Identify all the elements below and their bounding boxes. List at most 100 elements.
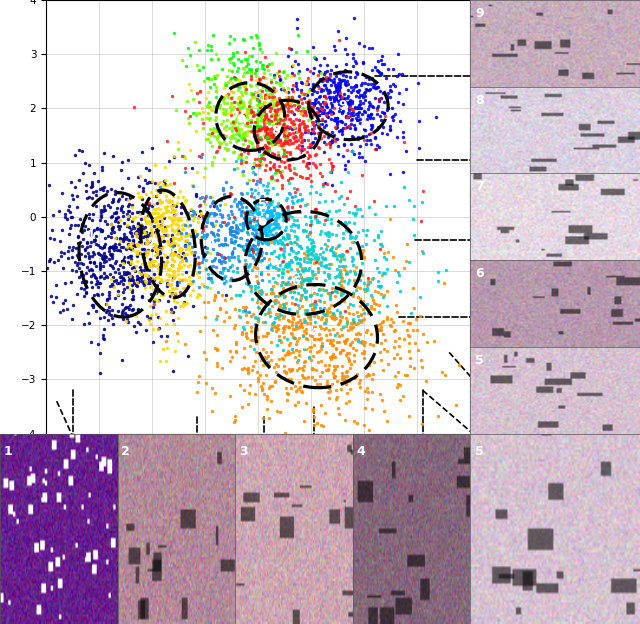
Point <box>173 265 183 275</box>
Point <box>310 213 320 223</box>
Point <box>257 215 267 225</box>
Point <box>84 253 95 263</box>
Point <box>291 145 301 155</box>
Point <box>340 338 350 348</box>
Point <box>272 340 282 350</box>
Point <box>233 98 243 108</box>
Point <box>134 273 144 283</box>
Point <box>247 265 257 275</box>
Point <box>262 125 272 135</box>
Point <box>246 80 256 90</box>
Point <box>136 259 147 269</box>
Point <box>321 108 332 118</box>
Point <box>356 310 366 320</box>
Point <box>161 319 171 329</box>
Point <box>149 270 159 280</box>
Point <box>195 272 205 282</box>
Point <box>286 117 296 127</box>
Point <box>244 388 254 397</box>
Point <box>158 184 168 194</box>
Point <box>243 121 253 131</box>
Point <box>262 132 273 142</box>
Point <box>251 30 261 40</box>
Point <box>282 92 292 102</box>
Point <box>339 75 349 85</box>
Point <box>225 75 235 85</box>
Point <box>272 115 282 125</box>
Point <box>306 181 316 191</box>
Point <box>157 220 167 230</box>
Point <box>111 207 121 217</box>
Point <box>265 212 275 222</box>
Point <box>348 85 358 95</box>
Point <box>199 347 209 357</box>
Point <box>241 278 251 288</box>
Point <box>360 156 370 166</box>
Point <box>190 231 200 241</box>
Point <box>268 287 278 297</box>
Point <box>342 76 353 86</box>
Point <box>253 154 263 164</box>
Point <box>156 233 166 243</box>
Point <box>151 204 161 214</box>
Point <box>188 285 198 295</box>
Point <box>282 99 292 109</box>
Point <box>132 207 142 217</box>
Point <box>250 69 260 79</box>
Point <box>309 298 319 308</box>
Point <box>284 261 294 271</box>
Point <box>273 198 283 208</box>
Point <box>339 93 349 103</box>
Point <box>239 213 250 223</box>
Point <box>221 290 232 300</box>
Point <box>248 162 259 172</box>
Point <box>111 203 122 213</box>
Point <box>184 119 195 129</box>
Point <box>311 54 321 64</box>
Text: 5: 5 <box>476 354 484 367</box>
Point <box>298 331 308 341</box>
Point <box>183 351 193 361</box>
Point <box>255 173 266 183</box>
Point <box>145 313 156 323</box>
Point <box>131 277 141 287</box>
Point <box>143 273 154 283</box>
Point <box>242 235 252 245</box>
Point <box>307 104 317 114</box>
Point <box>308 68 318 78</box>
Point <box>357 170 367 180</box>
Point <box>281 368 291 378</box>
Point <box>294 241 305 251</box>
Point <box>365 128 376 138</box>
Point <box>337 125 348 135</box>
Point <box>266 259 276 269</box>
Point <box>200 213 211 223</box>
Point <box>296 77 307 87</box>
Point <box>332 264 342 274</box>
Point <box>227 293 237 303</box>
Point <box>148 296 159 306</box>
Point <box>244 222 254 232</box>
Point <box>379 108 389 118</box>
Point <box>227 127 237 137</box>
Point <box>255 89 265 99</box>
Point <box>213 103 223 113</box>
Point <box>259 121 269 131</box>
Point <box>225 275 235 285</box>
Point <box>307 235 317 245</box>
Point <box>292 102 303 112</box>
Point <box>258 378 268 388</box>
Point <box>161 246 171 256</box>
Point <box>317 76 327 86</box>
Point <box>265 69 275 79</box>
Point <box>310 204 320 214</box>
Point <box>316 323 326 333</box>
Point <box>323 213 333 223</box>
Point <box>261 205 271 215</box>
Point <box>168 200 178 210</box>
Point <box>320 80 330 90</box>
Point <box>285 265 296 275</box>
Point <box>342 302 353 312</box>
Point <box>339 99 349 109</box>
Point <box>316 86 326 96</box>
